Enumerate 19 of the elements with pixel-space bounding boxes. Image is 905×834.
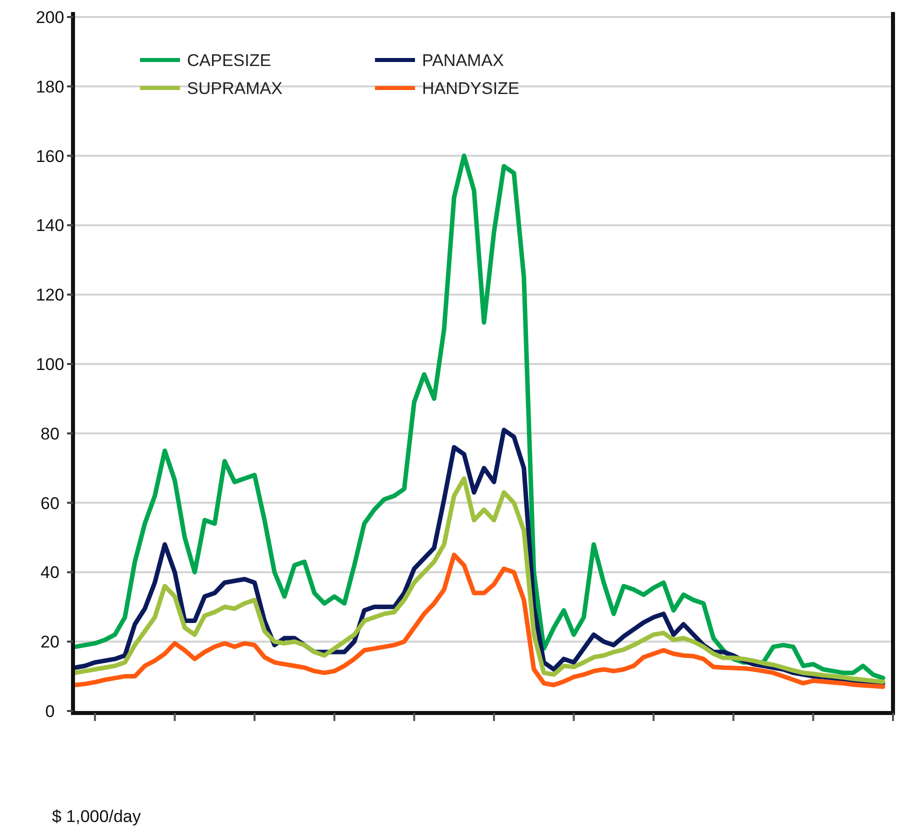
text: $ 1,000/day [52,807,142,826]
line-series [72,154,886,680]
y-tick-label: 120 [36,286,64,305]
legend-label: SUPRAMAX [187,78,282,98]
y-tick-label: 160 [36,146,64,166]
line-series [72,552,886,689]
line-series [72,476,886,684]
legend-label: HANDYSIZE [422,78,520,98]
y-tick-label: 0 [45,702,55,721]
legend-label: PANAMAX [422,50,504,70]
y-tick-label: 100 [36,354,64,374]
y-tick-label: 200 [36,8,64,27]
y-tick-label: 80 [40,424,60,444]
y-tick-label: 180 [36,77,64,96]
y-tick-label: 60 [40,494,60,513]
y-tick-label: 140 [36,216,64,236]
y-tick-label: 20 [40,632,60,652]
legend-label: CAPESIZE [187,50,272,70]
y-tick-label: 40 [40,563,60,582]
